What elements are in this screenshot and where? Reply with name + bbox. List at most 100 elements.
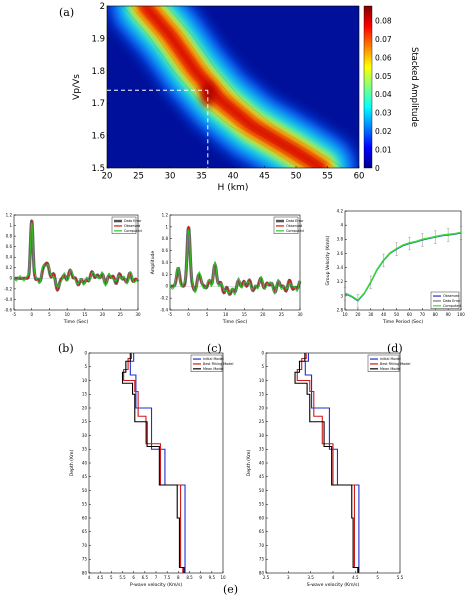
- legend-label: Observed: [286, 224, 302, 228]
- y-axis-label: Depth (Km): [69, 450, 75, 477]
- y-tick-label: 30: [82, 433, 88, 438]
- x-tick-label: 40: [228, 172, 239, 182]
- legend-label: Data Error: [124, 219, 142, 223]
- x-tick-label: 10: [65, 312, 71, 317]
- legend-label: Computed: [286, 229, 304, 233]
- x-tick-label: 20: [260, 312, 266, 317]
- y-tick-label: 0.4: [6, 255, 13, 260]
- contour-line: [166, 6, 344, 168]
- contour-line: [130, 6, 308, 168]
- y-tick-label: 3: [340, 293, 343, 298]
- x-tick-label: 45: [259, 172, 270, 182]
- y-tick-label: 0.6: [162, 248, 169, 253]
- x-tick-label: 30: [165, 172, 176, 182]
- x-tick-label: 10: [342, 312, 348, 317]
- vp-profile-panel: 4 4.5 5 5.5 6 6.5 7 7.5 8 8.5 9 9.5 10 0 5 10 15 20 25 30 35…: [69, 350, 233, 588]
- colorbar-tick-label: 0.01: [375, 145, 392, 154]
- y-tick-label: 60: [259, 515, 265, 520]
- computed-series-line: [13, 222, 139, 288]
- y-tick-label: 45: [82, 474, 88, 479]
- y-tick-label: 55: [82, 502, 88, 507]
- y-tick-label: 0.8: [6, 234, 13, 239]
- vs-profile-panel: 2.5 3 3.5 4 4.5 5 5.5 0 5 10 15 20 25 30 35 40 45 50 55 60 6…: [246, 350, 410, 588]
- y-tick-label: 2.8: [337, 307, 344, 312]
- y-tick-label: 80: [259, 570, 265, 575]
- colorbar-tick-label: 0: [375, 164, 380, 173]
- x-tick-label: 25: [279, 312, 285, 317]
- x-tick-label: 15: [242, 312, 248, 317]
- y-tick-label: 15: [82, 392, 88, 397]
- y-tick-label: 10: [82, 378, 88, 383]
- legend-label: Data Error: [443, 299, 461, 303]
- y-tick-label: 4: [340, 223, 343, 228]
- y-tick-label: 0.4: [162, 260, 169, 265]
- y-tick-label: 35: [259, 447, 265, 452]
- y-tick-label: 50: [259, 488, 265, 493]
- x-tick-label: 3.5: [307, 575, 314, 580]
- panel-letter-c: (c): [207, 342, 222, 355]
- x-tick-label: 50: [394, 312, 400, 317]
- legend-label: Mean Model: [380, 367, 401, 371]
- x-tick-label: 30: [368, 312, 374, 317]
- x-tick-label: 5.5: [119, 575, 126, 580]
- colorbar-tick-label: 0.07: [375, 35, 392, 44]
- x-tick-label: 9.5: [209, 575, 216, 580]
- x-axis-label: Time (Sec): [222, 319, 248, 325]
- legend-label: Data Error: [286, 219, 304, 223]
- y-tick-label: 0.2: [162, 272, 169, 277]
- contour-line: [151, 6, 329, 168]
- y-tick-label: 45: [259, 474, 265, 479]
- y-tick-label: 1.2: [162, 212, 169, 217]
- panel-letter-d: (d): [387, 342, 403, 355]
- y-tick-label: 1.6: [91, 132, 105, 142]
- observed-series-line: [344, 232, 462, 302]
- x-tick-label: 90: [446, 312, 452, 317]
- contour-line: [158, 6, 336, 168]
- y-tick-label: 0.8: [162, 236, 169, 241]
- x-axis-label: P-wave velocity (Km/s): [130, 582, 183, 588]
- y-tick-label: 80: [82, 570, 88, 575]
- y-tick-label: 3.2: [337, 279, 344, 284]
- y-tick-label: 25: [82, 419, 88, 424]
- y-tick-label: 35: [82, 447, 88, 452]
- y-tick-label: 15: [259, 392, 265, 397]
- computed-series-line: [169, 229, 301, 296]
- legend-label: Computed: [124, 229, 142, 233]
- legend-label: Computed: [443, 304, 461, 308]
- contour-line: [122, 6, 300, 168]
- x-tick-label: 5: [110, 575, 113, 580]
- x-tick-label: 60: [354, 172, 365, 182]
- x-tick-label: 7.5: [164, 575, 171, 580]
- velocity-model-line: [296, 353, 359, 573]
- x-tick-label: 60: [407, 312, 413, 317]
- panel-letter-e: (e): [223, 583, 239, 596]
- x-tick-label: 50: [291, 172, 302, 182]
- contour-line: [137, 6, 315, 168]
- y-tick-label: 3.4: [337, 265, 344, 270]
- plot-frame: [344, 210, 462, 311]
- panel-letter-b: (b): [58, 342, 74, 355]
- x-tick-label: 20: [100, 312, 106, 317]
- y-tick-label: 1.8: [91, 67, 105, 77]
- x-tick-label: -5: [12, 312, 16, 317]
- legend-label: Initial Model: [203, 357, 224, 361]
- velocity-model-line: [129, 353, 186, 573]
- x-tick-label: 55: [322, 172, 333, 182]
- colorbar: [363, 5, 373, 169]
- y-tick-label: 65: [82, 529, 88, 534]
- y-tick-label: 20: [259, 405, 265, 410]
- x-tick-label: 9: [199, 575, 202, 580]
- heatmap-ridge-band: [141, 6, 325, 168]
- x-tick-label: 20: [102, 172, 113, 182]
- y-tick-label: 75: [259, 557, 265, 562]
- y-tick-label: 60: [82, 515, 88, 520]
- velocity-model-line: [121, 353, 185, 573]
- y-tick-label: -0.2: [160, 296, 168, 301]
- x-tick-label: 5: [206, 312, 209, 317]
- heatmap-field: [107, 6, 359, 168]
- x-tick-label: 15: [82, 312, 88, 317]
- x-tick-label: 10: [223, 312, 229, 317]
- legend-label: Observed: [443, 294, 459, 298]
- x-axis-label: Time Period (Sec): [382, 319, 424, 325]
